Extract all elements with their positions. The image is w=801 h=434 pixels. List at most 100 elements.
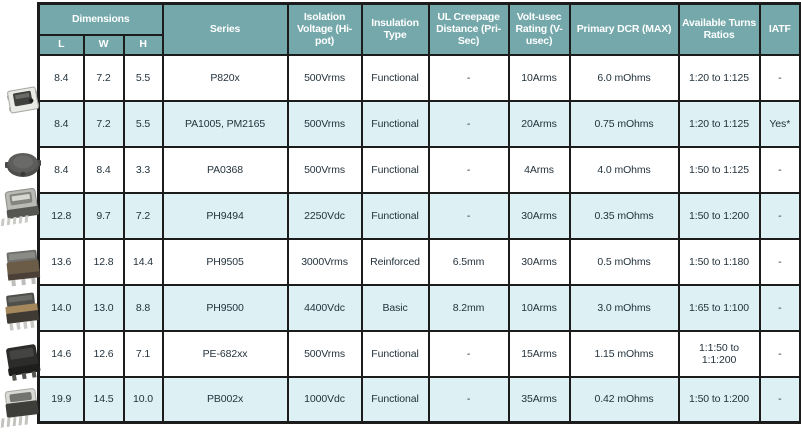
- cell-dim-w: 9.7: [82, 191, 125, 240]
- cell-dim-h: 5.5: [122, 53, 164, 102]
- cell-primary-dcr: 0.5 mOhms: [568, 237, 680, 286]
- cell-turns-ratios: 1:1:50 to 1:1:200: [677, 329, 761, 378]
- cell-turns-ratios: 1:20 to 1:125: [677, 53, 761, 102]
- cell-series: PA1005, PM2165: [161, 99, 289, 148]
- cell-ul-creepage: -: [427, 145, 510, 194]
- cell-turns-ratios: 1:50 to 1:125: [677, 145, 761, 194]
- cell-insulation-type: Functional: [360, 329, 430, 378]
- table-row: 8.4 7.2 5.5 PA1005, PM2165 500Vrms Funct…: [37, 99, 801, 148]
- cell-isolation-voltage: 1000Vdc: [286, 375, 363, 424]
- cell-turns-ratios: 1:20 to 1:125: [677, 99, 761, 148]
- cell-dim-h: 3.3: [122, 145, 164, 194]
- layered-smd-transformer-photo: [0, 290, 44, 334]
- cell-dim-h: 7.2: [122, 191, 164, 240]
- cell-dim-w: 8.4: [82, 145, 125, 194]
- cell-iatf: -: [758, 283, 801, 332]
- cell-series: PB002x: [161, 375, 289, 424]
- header-volt-usec: Volt-usec Rating (V-usec): [507, 2, 571, 56]
- cell-volt-usec: 4Arms: [507, 145, 571, 194]
- cell-iatf: -: [758, 145, 801, 194]
- cell-volt-usec: 30Arms: [507, 237, 571, 286]
- cell-insulation-type: Basic: [360, 283, 430, 332]
- cell-dim-l: 8.4: [37, 145, 85, 194]
- cell-dim-w: 14.5: [82, 375, 125, 424]
- cell-series: P820x: [161, 53, 289, 102]
- cell-isolation-voltage: 500Vrms: [286, 329, 363, 378]
- ep-core-smd-transformer-photo: [0, 184, 44, 228]
- cell-insulation-type: Functional: [360, 191, 430, 240]
- white-smd-transformer-photo: [3, 80, 43, 120]
- cell-primary-dcr: 0.35 mOhms: [568, 191, 680, 240]
- cell-series: PH9494: [161, 191, 289, 240]
- cell-isolation-voltage: 500Vrms: [286, 99, 363, 148]
- drum-core-inductor-photo: [3, 146, 43, 182]
- cell-volt-usec: 30Arms: [507, 191, 571, 240]
- cell-insulation-type: Functional: [360, 375, 430, 424]
- cell-series: PE-682xx: [161, 329, 289, 378]
- cell-insulation-type: Functional: [360, 53, 430, 102]
- cell-volt-usec: 20Arms: [507, 99, 571, 148]
- cell-primary-dcr: 1.15 mOhms: [568, 329, 680, 378]
- cell-dim-l: 12.8: [37, 191, 85, 240]
- cell-primary-dcr: 0.42 mOhms: [568, 375, 680, 424]
- cell-dim-w: 7.2: [82, 99, 125, 148]
- cell-dim-h: 8.8: [122, 283, 164, 332]
- cell-isolation-voltage: 500Vrms: [286, 145, 363, 194]
- cell-dim-l: 14.0: [37, 283, 85, 332]
- cell-dim-w: 12.8: [82, 237, 125, 286]
- header-dim-h: H: [122, 33, 164, 56]
- table-row: 14.0 13.0 8.8 PH9500 4400Vdc Basic 8.2mm…: [37, 283, 801, 332]
- cell-isolation-voltage: 2250Vdc: [286, 191, 363, 240]
- cell-iatf: -: [758, 375, 801, 424]
- cell-iatf: Yes*: [758, 99, 801, 148]
- cell-ul-creepage: 6.5mm: [427, 237, 510, 286]
- cell-volt-usec: 15Arms: [507, 329, 571, 378]
- cell-ul-creepage: -: [427, 99, 510, 148]
- cell-iatf: -: [758, 53, 801, 102]
- cell-insulation-type: Functional: [360, 145, 430, 194]
- table-row: 13.6 12.8 14.4 PH9505 3000Vrms Reinforce…: [37, 237, 801, 286]
- table-row: 8.4 8.4 3.3 PA0368 500Vrms Functional - …: [37, 145, 801, 194]
- bronze-smd-transformer-photo: [3, 246, 43, 288]
- header-isolation-voltage: Isolation Voltage (Hi-pot): [286, 2, 363, 56]
- cell-turns-ratios: 1:65 to 1:100: [677, 283, 761, 332]
- cell-insulation-type: Reinforced: [360, 237, 430, 286]
- header-dim-l: L: [37, 33, 85, 56]
- header-insulation-type: Insulation Type: [360, 2, 430, 56]
- cell-insulation-type: Functional: [360, 99, 430, 148]
- cell-dim-l: 14.6: [37, 329, 85, 378]
- cell-dim-h: 14.4: [122, 237, 164, 286]
- cell-isolation-voltage: 500Vrms: [286, 53, 363, 102]
- header-primary-dcr: Primary DCR (MAX): [568, 2, 680, 56]
- header-iatf: IATF: [758, 2, 801, 56]
- cell-ul-creepage: -: [427, 375, 510, 424]
- cell-series: PH9505: [161, 237, 289, 286]
- black-smd-transformer-photo: [2, 340, 44, 384]
- cell-primary-dcr: 4.0 mOhms: [568, 145, 680, 194]
- cell-dim-w: 12.6: [82, 329, 125, 378]
- header-ul-creepage: UL Creepage Distance (Pri-Sec): [427, 2, 510, 56]
- cell-volt-usec: 35Arms: [507, 375, 571, 424]
- cell-volt-usec: 10Arms: [507, 283, 571, 332]
- cell-dim-l: 13.6: [37, 237, 85, 286]
- spec-table: Dimensions Series Isolation Voltage (Hi-…: [37, 2, 801, 424]
- table-row: 14.6 12.6 7.1 PE-682xx 500Vrms Functiona…: [37, 329, 801, 378]
- cell-dim-l: 8.4: [37, 99, 85, 148]
- cell-series: PA0368: [161, 145, 289, 194]
- table-row: 19.9 14.5 10.0 PB002x 1000Vdc Functional…: [37, 375, 801, 424]
- cell-iatf: -: [758, 191, 801, 240]
- cell-dim-h: 10.0: [122, 375, 164, 424]
- cell-dim-w: 13.0: [82, 283, 125, 332]
- table-body: 8.4 7.2 5.5 P820x 500Vrms Functional - 1…: [37, 53, 801, 424]
- cell-ul-creepage: -: [427, 191, 510, 240]
- cell-volt-usec: 10Arms: [507, 53, 571, 102]
- cell-turns-ratios: 1:50 to 1:200: [677, 375, 761, 424]
- cell-dim-w: 7.2: [82, 53, 125, 102]
- cell-dim-h: 7.1: [122, 329, 164, 378]
- cell-turns-ratios: 1:50 to 1:200: [677, 191, 761, 240]
- cell-series: PH9500: [161, 283, 289, 332]
- cell-iatf: -: [758, 237, 801, 286]
- cell-ul-creepage: -: [427, 53, 510, 102]
- cell-primary-dcr: 0.75 mOhms: [568, 99, 680, 148]
